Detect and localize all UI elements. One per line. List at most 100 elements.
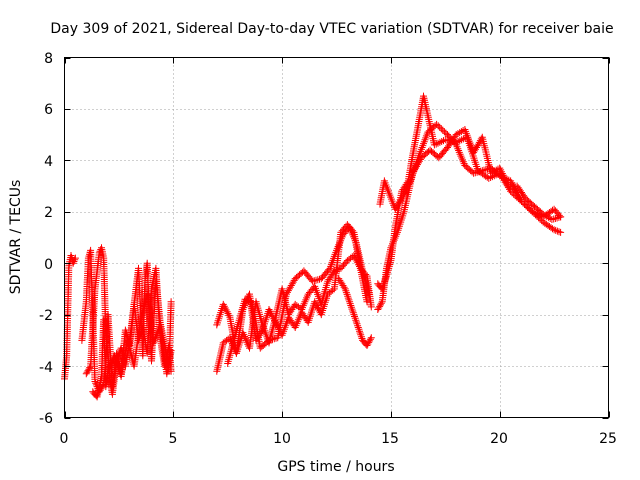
data-point [86, 364, 94, 372]
y-tick-label: 0 [44, 257, 53, 273]
data-point [71, 254, 79, 262]
data-point [257, 328, 265, 336]
data-point [553, 214, 561, 222]
tick-marks [64, 57, 610, 419]
data-point [71, 256, 79, 264]
data-point [223, 308, 231, 316]
data-point [270, 315, 278, 323]
data-point [346, 298, 354, 306]
data-point [522, 202, 530, 210]
data-point [70, 258, 78, 265]
y-tick-label: -4 [39, 360, 53, 376]
data-point [430, 141, 438, 149]
y-axis-label: SDTVAR / TECUs [8, 180, 24, 295]
data-point [366, 335, 374, 343]
x-tick-label: 15 [381, 431, 399, 447]
data-point [265, 306, 273, 313]
data-point [400, 191, 407, 199]
data-point [342, 289, 350, 297]
data-point [243, 296, 251, 304]
data-point [557, 213, 565, 221]
data-point [477, 167, 485, 175]
x-tick-label: 0 [60, 431, 69, 447]
data-point [456, 137, 464, 145]
data-point [398, 195, 406, 203]
data-point [439, 126, 447, 134]
data-point [85, 365, 93, 373]
data-point [347, 303, 355, 311]
data-point [406, 179, 414, 187]
data-point [351, 313, 358, 320]
data-point [91, 378, 99, 385]
data-point [509, 181, 517, 189]
data-point [265, 336, 273, 344]
data-point [527, 206, 535, 214]
data-point [311, 298, 319, 306]
data-point [167, 347, 175, 355]
data-point [352, 316, 360, 324]
data-point [530, 209, 538, 217]
data-point [349, 309, 357, 317]
data-point [498, 173, 505, 181]
y-tick-label: 8 [44, 51, 53, 67]
data-point [342, 287, 350, 295]
data-point [549, 225, 556, 233]
data-point [350, 311, 358, 319]
data-point [82, 370, 90, 378]
data-point [356, 329, 364, 337]
data-point [354, 322, 362, 330]
data-point [400, 190, 408, 197]
data-point [367, 334, 375, 342]
y-tick-label: 6 [44, 102, 53, 118]
data-point [219, 300, 227, 308]
data-point [555, 228, 563, 236]
data-point [454, 145, 462, 153]
y-tick-label: 4 [44, 154, 53, 170]
data-point [355, 325, 363, 333]
data-point [553, 227, 561, 235]
data-point [241, 295, 249, 303]
data-point [220, 302, 228, 310]
data-point [377, 299, 385, 307]
data-point [314, 303, 321, 311]
data-point [485, 174, 493, 182]
x-axis-label: GPS time / hours [277, 459, 394, 475]
data-point [264, 338, 272, 346]
data-point [225, 311, 233, 319]
y-tick-label: 2 [44, 205, 53, 221]
data-point [345, 296, 353, 304]
data-point [365, 338, 373, 346]
data-point [167, 298, 175, 306]
data-point [349, 307, 357, 315]
data-points [61, 92, 565, 401]
data-point [404, 182, 412, 190]
data-point [521, 200, 529, 208]
data-point [401, 188, 409, 196]
x-tick-label: 10 [273, 431, 291, 447]
data-point [273, 320, 280, 328]
data-point [531, 211, 539, 219]
data-point [69, 259, 77, 267]
data-point [459, 158, 467, 166]
data-point [364, 340, 372, 348]
data-point [533, 212, 541, 220]
data-point [512, 186, 519, 194]
data-point [516, 194, 523, 202]
data-point [496, 164, 504, 172]
data-point [353, 320, 361, 328]
data-point [272, 318, 280, 326]
data-point [354, 324, 362, 331]
data-point [436, 138, 444, 146]
data-point [343, 290, 351, 298]
data-point [519, 199, 527, 207]
data-point [357, 331, 365, 339]
data-point [440, 128, 448, 136]
data-point [376, 302, 384, 310]
data-point [499, 174, 507, 181]
chart-title: Day 309 of 2021, Sidereal Day-to-day VTE… [50, 21, 613, 37]
data-point [536, 215, 544, 223]
data-point [374, 306, 382, 313]
data-point [267, 309, 275, 317]
data-point [503, 175, 511, 183]
data-point [268, 311, 276, 319]
